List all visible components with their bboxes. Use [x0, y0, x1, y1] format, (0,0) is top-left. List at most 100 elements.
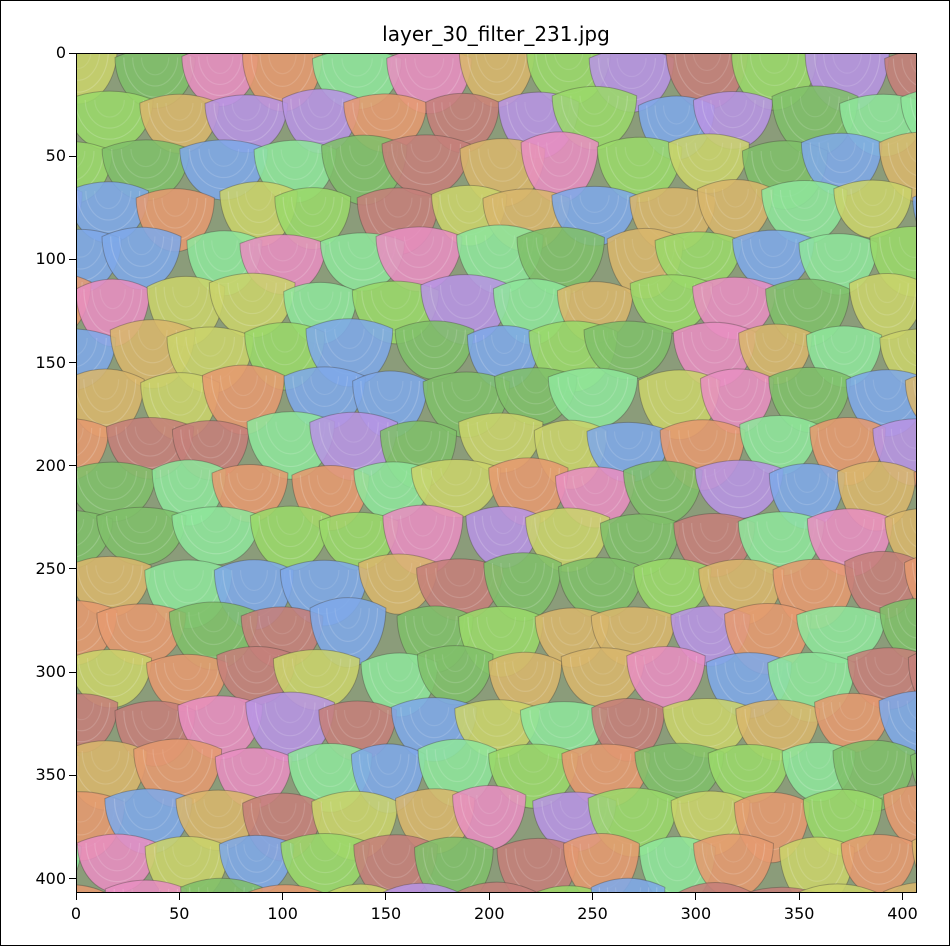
texture-scale-highlight — [872, 379, 903, 400]
texture-scale-highlight — [758, 802, 786, 824]
texture-scale-highlight — [444, 568, 476, 587]
texture-scale-highlight — [154, 662, 220, 702]
texture-scale-highlight — [268, 54, 297, 75]
texture-scale-highlight — [750, 802, 794, 837]
texture-scale-highlight — [307, 98, 335, 118]
texture-scale — [707, 744, 791, 804]
texture-scale-highlight — [501, 198, 552, 229]
texture-scale-highlight — [897, 142, 916, 176]
texture-scale-highlight — [552, 517, 583, 537]
texture-scale-highlight — [848, 843, 909, 885]
texture-scale-highlight — [608, 523, 672, 565]
texture-scale-highlight — [195, 705, 245, 737]
texture-scale — [410, 459, 502, 518]
texture-scale — [879, 598, 916, 662]
x-tick-mark — [902, 893, 904, 900]
texture-scale-highlight — [487, 148, 518, 170]
texture-scale-highlight — [658, 567, 687, 586]
texture-scale — [547, 367, 639, 430]
x-tick-label: 250 — [577, 904, 608, 923]
texture-scale-highlight — [631, 470, 695, 513]
texture-scale-highlight — [85, 190, 132, 221]
texture-scale-highlight — [206, 56, 234, 75]
texture-scale-highlight — [308, 569, 340, 590]
texture-scale-highlight — [901, 518, 916, 548]
y-tick-mark — [69, 465, 76, 467]
texture-scale-highlight — [240, 756, 268, 775]
texture-scale-highlight — [898, 236, 916, 258]
texture-scale-highlight — [657, 197, 688, 217]
texture-scale-highlight — [258, 515, 323, 560]
texture-scale-highlight — [218, 282, 287, 327]
texture-scale-highlight — [906, 700, 916, 720]
texture-scale-highlight — [777, 377, 843, 421]
x-tick-label: 350 — [783, 904, 815, 923]
texture-scale-highlight — [543, 517, 592, 549]
texture-scale-highlight — [211, 240, 238, 260]
y-tick-mark — [69, 568, 76, 570]
x-tick-label: 50 — [169, 904, 190, 923]
texture-scale-highlight — [409, 707, 459, 739]
texture-scale-highlight — [508, 562, 537, 584]
texture-scale-highlight — [495, 661, 555, 704]
texture-scale-highlight — [860, 561, 905, 595]
texture-scale-highlight — [439, 285, 492, 320]
texture-scale-highlight — [476, 422, 525, 452]
texture-scale-highlight — [743, 614, 793, 649]
x-tick-label: 400 — [887, 904, 918, 923]
texture-scale-highlight — [434, 749, 480, 783]
texture-scale-highlight — [120, 148, 171, 179]
texture-scale-highlight — [514, 848, 562, 882]
texture-scale-highlight — [626, 523, 655, 542]
texture-scale-highlight — [687, 800, 734, 832]
texture-scale-highlight — [683, 240, 714, 258]
texture-scale-highlight — [807, 242, 870, 284]
texture-scale-highlight — [231, 756, 276, 787]
y-tick-mark — [69, 774, 76, 776]
texture-scale-highlight — [361, 102, 409, 132]
texture-scale-highlight — [570, 95, 619, 127]
texture-scale-highlight — [336, 520, 382, 550]
texture-scale-highlight — [222, 103, 270, 132]
texture-scale-highlight — [609, 615, 658, 645]
x-tick-mark — [282, 893, 284, 900]
texture-scale-highlight — [162, 846, 212, 880]
texture-scale-highlight — [140, 57, 170, 76]
texture-scale-highlight — [330, 801, 380, 835]
texture-scale-highlight — [410, 143, 442, 163]
texture-scale-highlight — [339, 801, 370, 823]
x-tick-mark — [592, 893, 594, 900]
texture-scale-highlight — [676, 142, 741, 183]
texture-scale-highlight — [673, 240, 724, 269]
texture-scale-highlight — [828, 799, 857, 819]
texture-scale-highlight — [560, 95, 628, 139]
texture-scale-highlight — [419, 707, 450, 727]
texture-scale — [633, 558, 712, 618]
texture-scale-highlight — [449, 285, 482, 306]
texture-scale — [622, 460, 703, 525]
texture-scale-highlight — [699, 522, 729, 542]
texture-scale-highlight — [140, 710, 170, 731]
texture-scale-highlight — [580, 753, 632, 785]
texture-scale-highlight — [859, 188, 887, 207]
texture-scale — [900, 91, 916, 139]
texture-scale-highlight — [175, 469, 203, 490]
texture-scale-highlight — [123, 798, 174, 831]
texture-scale-highlight — [420, 468, 492, 508]
texture-scale-highlight — [226, 844, 287, 884]
texture-scale-highlight — [869, 561, 897, 582]
texture-scale-highlight — [236, 282, 268, 303]
texture-scale-highlight — [483, 54, 511, 70]
figure-title: layer_30_filter_231.jpg — [382, 22, 610, 46]
texture-scale-highlight — [132, 710, 179, 743]
texture-scale-highlight — [548, 710, 580, 728]
texture-scale-highlight — [326, 608, 370, 642]
texture-scale-highlight — [77, 470, 147, 512]
texture-scale-highlight — [472, 708, 522, 737]
texture-scale-highlight — [766, 521, 797, 541]
texture-scale-highlight — [900, 428, 916, 449]
texture-scale-highlight — [298, 569, 350, 602]
texture-scale-highlight — [865, 843, 893, 862]
texture-scale-highlight — [874, 656, 904, 676]
